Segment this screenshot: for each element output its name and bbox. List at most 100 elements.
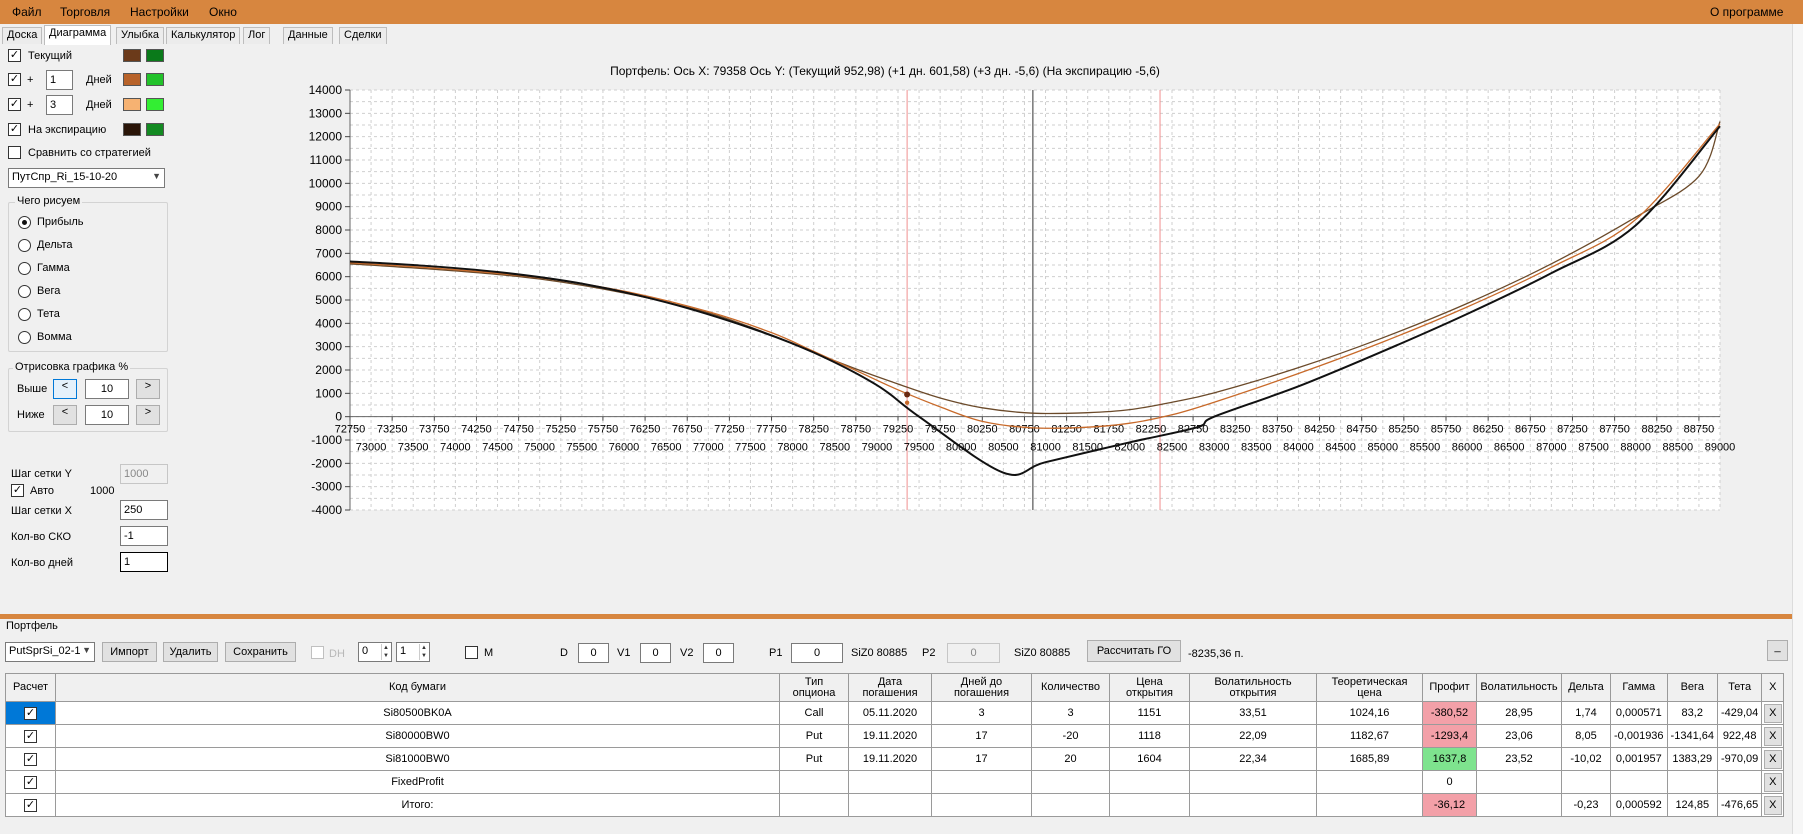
p1-input[interactable] [791,643,843,663]
menu-settings[interactable]: Настройки [130,5,189,19]
row-vol-open[interactable] [1189,793,1317,817]
radio-gamma[interactable] [18,262,31,275]
row-checkbox[interactable]: ✓ [24,706,37,720]
row-date[interactable]: 19.11.2020 [848,747,932,771]
row-vol[interactable]: 23,52 [1476,747,1562,771]
col-theta[interactable]: Тета [1716,673,1763,702]
row-type[interactable]: Call [779,701,849,725]
row-delete-button[interactable]: X [1763,749,1782,769]
row-theor[interactable]: 1685,89 [1316,747,1423,771]
save-button[interactable]: Сохранить [225,642,296,662]
row-delete-cell[interactable]: X [1761,770,1785,794]
tab-data[interactable]: Данные [283,27,333,44]
row-calc-cell[interactable]: ✓ [5,770,56,794]
row-date[interactable]: 19.11.2020 [848,724,932,748]
row-delete-button[interactable]: X [1763,726,1782,746]
row-days[interactable] [931,793,1032,817]
row-theta[interactable]: -970,09 [1716,747,1763,771]
p2-input[interactable] [947,643,1000,663]
row-days[interactable]: 17 [931,724,1032,748]
row-delta[interactable]: 1,74 [1561,701,1611,725]
radio-theta[interactable] [18,308,31,321]
tab-log[interactable]: Лог [243,27,271,44]
row-gamma[interactable] [1610,770,1668,794]
radio-delta[interactable] [18,239,31,252]
row-theor[interactable] [1316,793,1423,817]
col-delta[interactable]: Дельта [1561,673,1611,702]
row-checkbox[interactable]: ✓ [24,798,37,812]
m-checkbox[interactable] [465,646,478,659]
row-delete-cell[interactable]: X [1761,701,1785,725]
row-calc-cell[interactable]: ✓ [5,793,56,817]
below-increase-button[interactable]: > [136,405,160,425]
col-date[interactable]: Дата погашения [848,673,932,702]
below-input[interactable] [85,405,129,425]
row-vol-open[interactable] [1189,770,1317,794]
tab-diagram[interactable]: Диаграмма [44,25,112,45]
row-checkbox[interactable]: ✓ [24,775,37,789]
tab-deals[interactable]: Сделки [339,27,387,44]
dh-checkbox[interactable] [311,646,324,659]
row-type[interactable]: Put [779,724,849,748]
row-checkbox[interactable]: ✓ [24,729,37,743]
row-profit[interactable]: -36,12 [1422,793,1477,817]
col-calc[interactable]: Расчет [5,673,56,702]
expiry-checkbox[interactable]: ✓ [8,123,21,136]
row-qty[interactable]: 20 [1031,747,1110,771]
col-type[interactable]: Тип опциона [779,673,849,702]
above-input[interactable] [85,379,129,399]
row-delete-button[interactable]: X [1763,772,1782,792]
row-delete-cell[interactable]: X [1761,747,1785,771]
row-days[interactable]: 3 [931,701,1032,725]
row-vol[interactable] [1476,770,1562,794]
row-open[interactable]: 1118 [1109,724,1190,748]
row-delta[interactable] [1561,770,1611,794]
row-open[interactable] [1109,770,1190,794]
row-delete-cell[interactable]: X [1761,724,1785,748]
row-delta[interactable]: 8,05 [1561,724,1611,748]
d1-color-b[interactable] [146,73,164,86]
row-delete-button[interactable]: X [1763,795,1782,815]
row-vol[interactable] [1476,793,1562,817]
row-calc-cell[interactable]: ✓ [5,724,56,748]
row-qty[interactable]: -20 [1031,724,1110,748]
row-vega[interactable]: 83,2 [1666,701,1718,725]
row-theor[interactable]: 1182,67 [1316,724,1423,748]
above-increase-button[interactable]: > [136,379,160,399]
row-profit[interactable]: -380,52 [1422,701,1477,725]
row-date[interactable]: 05.11.2020 [848,701,932,725]
import-button[interactable]: Импорт [102,642,157,662]
row-profit[interactable]: 1637,8 [1422,747,1477,771]
delete-button[interactable]: Удалить [163,642,218,662]
row-checkbox[interactable]: ✓ [24,752,37,766]
row-profit[interactable]: 0 [1422,770,1477,794]
radio-profit[interactable] [18,216,31,229]
row-calc-cell[interactable]: ✓ [5,701,56,725]
row-code[interactable]: Итого: [55,793,780,817]
row-code[interactable]: Si80000BW0 [55,724,780,748]
table-row-total[interactable]: ✓ Итого: -36,12 -0,23 0,000592 124,85 -4… [5,793,1785,817]
row-vol[interactable]: 23,06 [1476,724,1562,748]
col-x[interactable]: X [1761,673,1785,702]
menu-trading[interactable]: Торговля [60,5,111,19]
col-profit[interactable]: Профит [1422,673,1477,702]
row-code[interactable]: Si80500BK0A [55,701,780,725]
col-gamma[interactable]: Гамма [1610,673,1668,702]
row-open[interactable]: 1151 [1109,701,1190,725]
tab-board[interactable]: Доска [2,27,43,44]
sko-input[interactable] [120,526,168,546]
row-gamma[interactable]: -0,001936 [1610,724,1668,748]
row-delta[interactable]: -0,23 [1561,793,1611,817]
row-qty[interactable] [1031,793,1110,817]
table-row[interactable]: ✓ Si80500BK0A Call 05.11.2020 3 3 1151 3… [5,701,1785,725]
row-vol[interactable]: 28,95 [1476,701,1562,725]
exp-color-b[interactable] [146,123,164,136]
row-theor[interactable]: 1024,16 [1316,701,1423,725]
row-date[interactable] [848,770,932,794]
row-code[interactable]: FixedProfit [55,770,780,794]
tab-smile[interactable]: Улыбка [116,27,165,44]
below-decrease-button[interactable]: < [53,405,77,425]
grid-y-input[interactable] [120,464,168,484]
table-row[interactable]: ✓ Si81000BW0 Put 19.11.2020 17 20 1604 2… [5,747,1785,771]
col-code[interactable]: Код бумаги [55,673,780,702]
